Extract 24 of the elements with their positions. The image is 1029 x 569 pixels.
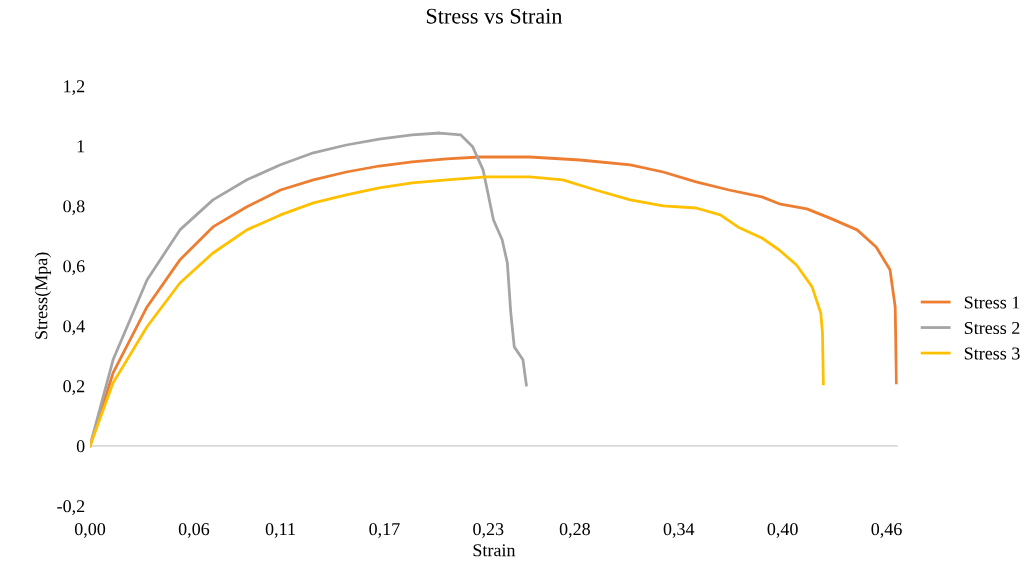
y-tick-label: 0 <box>76 440 85 453</box>
y-axis-title: Stress(Mpa) <box>34 252 52 339</box>
x-tick-label: 0,00 <box>74 523 106 538</box>
x-tick-label: 0,28 <box>559 523 590 538</box>
y-tick-label: 0,4 <box>63 320 85 335</box>
line-series <box>90 175 825 448</box>
x-tick-label: 0,40 <box>767 523 798 538</box>
y-tick-label: -0,2 <box>57 500 85 515</box>
x-tick-label: 0,17 <box>369 523 400 538</box>
legend-label: Stress 1 <box>964 296 1020 309</box>
legend-label: Stress 3 <box>964 347 1020 360</box>
legend-label: Stress 2 <box>964 321 1020 335</box>
x-tick-label: 0,46 <box>871 523 902 538</box>
y-tick-label: 0,2 <box>63 380 85 395</box>
x-tick-label: 0,34 <box>663 523 695 538</box>
y-tick-label: 1 <box>77 140 85 153</box>
x-tick-label: 0,11 <box>265 523 295 538</box>
x-axis-title: Strain <box>473 544 516 557</box>
x-tick-label: 0,06 <box>178 523 210 538</box>
chart-title: Stress vs Strain <box>426 8 563 24</box>
y-tick-label: 0,8 <box>63 200 85 215</box>
y-tick-label: 1,2 <box>64 80 85 95</box>
y-tick-label: 0,6 <box>63 260 85 275</box>
x-tick-label: 0,23 <box>473 523 504 538</box>
